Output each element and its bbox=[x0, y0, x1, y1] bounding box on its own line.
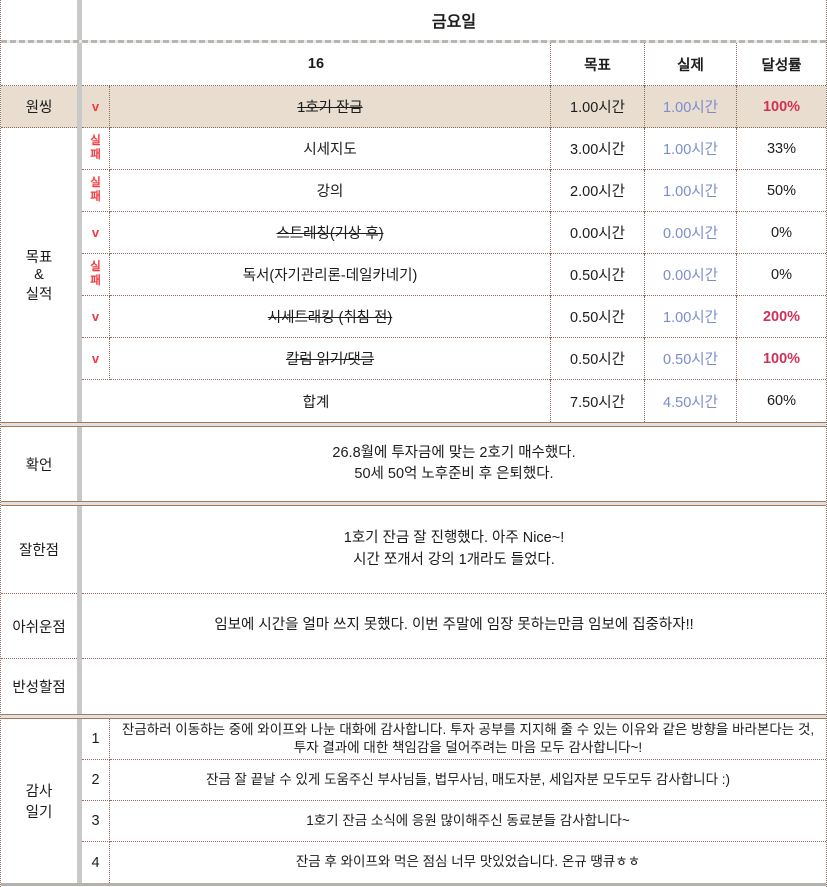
check-cell: 실패 bbox=[82, 170, 110, 212]
gratitude-section: 감사 일기 1 잔금하러 이동하는 중에 와이프와 나눈 대화에 감사합니다. … bbox=[1, 719, 826, 883]
section-separator bbox=[1, 714, 826, 719]
reflection-section: 반성할점 bbox=[1, 659, 826, 714]
goal-hours: 2.00시간 bbox=[550, 170, 644, 212]
goal-hours: 0.50시간 bbox=[550, 296, 644, 338]
section-label-well-done: 잘한점 bbox=[1, 506, 77, 594]
well-done-text: 1호기 잔금 잘 진행했다. 아주 Nice~! 시간 쪼개서 강의 1개라도 … bbox=[82, 506, 826, 594]
check-done-mark: v bbox=[91, 99, 100, 114]
section-label-gratitude: 감사 일기 bbox=[25, 784, 53, 821]
actual-hours: 1.00시간 bbox=[644, 128, 736, 170]
task-name: 칼럼 읽기/댓글 bbox=[110, 338, 550, 380]
check-cell: v bbox=[82, 296, 110, 338]
section-label-one-thing: 원씽 bbox=[1, 86, 77, 128]
section-label-reflection: 반성할점 bbox=[12, 680, 66, 696]
column-header-goal: 목표 bbox=[550, 43, 644, 86]
check-fail-mark: 실패 bbox=[90, 261, 101, 287]
total-actual-hours: 4.50시간 bbox=[644, 380, 736, 422]
regret-section: 아쉬운점 임보에 시간을 얼마 쓰지 못했다. 이번 주말에 임장 못하는만큼 … bbox=[1, 594, 826, 659]
task-name: 독서(자기관리론-데일카네기) bbox=[110, 254, 550, 296]
sheet-bottom-border bbox=[1, 883, 826, 886]
section-label-affirmation: 확언 bbox=[25, 457, 53, 474]
gratitude-entry-number: 2 bbox=[82, 760, 110, 801]
achievement-rate: 33% bbox=[736, 128, 826, 170]
pane-divider-vertical bbox=[77, 719, 82, 883]
pane-divider-vertical bbox=[77, 427, 82, 501]
gratitude-entry-number: 3 bbox=[82, 801, 110, 842]
check-cell: v bbox=[82, 212, 110, 254]
check-fail-mark: 실패 bbox=[90, 135, 101, 161]
pane-divider-vertical bbox=[77, 506, 82, 594]
achievement-rate: 100% bbox=[736, 86, 826, 128]
gratitude-entry-number: 1 bbox=[82, 719, 110, 760]
gratitude-entry-text: 잔금 후 와이프와 먹은 점심 너무 맛있었습니다. 온규 땡큐ㅎㅎ bbox=[295, 854, 641, 870]
section-label-regret: 아쉬운점 bbox=[1, 594, 77, 659]
achievement-rate: 100% bbox=[736, 338, 826, 380]
check-cell: 실패 bbox=[82, 128, 110, 170]
actual-hours: 0.00시간 bbox=[644, 254, 736, 296]
check-done-mark: v bbox=[91, 351, 100, 366]
regret-text: 임보에 시간을 얼마 쓰지 못했다. 이번 주말에 임장 못하는만큼 임보에 집… bbox=[82, 594, 826, 659]
gratitude-entry-number: 4 bbox=[82, 842, 110, 883]
header-divider bbox=[1, 40, 826, 43]
goal-hours: 3.00시간 bbox=[550, 128, 644, 170]
achievement-rate: 0% bbox=[736, 212, 826, 254]
actual-hours: 1.00시간 bbox=[644, 170, 736, 212]
total-achievement-rate: 60% bbox=[736, 380, 826, 422]
achievement-rate: 200% bbox=[736, 296, 826, 338]
pane-divider-vertical bbox=[77, 594, 82, 659]
pane-divider-vertical bbox=[77, 0, 82, 40]
task-name: 시세지도 bbox=[110, 128, 550, 170]
day-header: 금요일 bbox=[1, 0, 826, 40]
date-cell: 16 bbox=[82, 43, 550, 86]
goal-hours: 0.50시간 bbox=[550, 338, 644, 380]
section-separator bbox=[1, 501, 826, 506]
actual-hours: 0.00시간 bbox=[644, 212, 736, 254]
check-cell: v bbox=[82, 86, 110, 128]
affirmation-text: 26.8월에 투자금에 맞는 2호기 매수했다. 50세 50억 노후준비 후 … bbox=[332, 444, 576, 482]
total-goal-hours: 7.50시간 bbox=[550, 380, 644, 422]
check-cell: v bbox=[82, 338, 110, 380]
column-header-rate: 달성률 bbox=[736, 43, 826, 86]
task-name: 1호기 잔금 bbox=[110, 86, 550, 128]
goals-table: 16 목표 실제 달성률 원씽 v 1호기 잔금 1.00시간 1.00시간 1… bbox=[1, 43, 826, 422]
goals-label-spacer bbox=[1, 43, 77, 86]
actual-hours: 0.50시간 bbox=[644, 338, 736, 380]
check-fail-mark: 실패 bbox=[90, 177, 101, 203]
goal-hours: 1.00시간 bbox=[550, 86, 644, 128]
check-done-mark: v bbox=[91, 225, 100, 240]
check-done-mark: v bbox=[91, 309, 100, 324]
achievement-rate: 50% bbox=[736, 170, 826, 212]
section-separator bbox=[1, 422, 826, 427]
reflection-text bbox=[82, 659, 826, 714]
task-name: 강의 bbox=[110, 170, 550, 212]
gratitude-entry-text: 1호기 잔금 소식에 응원 많이해주신 동료분들 감사합니다~ bbox=[110, 801, 826, 842]
gratitude-entry-text: 잔금하러 이동하는 중에 와이프와 나눈 대화에 감사합니다. 투자 공부를 지… bbox=[110, 719, 826, 760]
column-header-actual: 실제 bbox=[644, 43, 736, 86]
actual-hours: 1.00시간 bbox=[644, 296, 736, 338]
achievement-rate: 0% bbox=[736, 254, 826, 296]
goal-hours: 0.50시간 bbox=[550, 254, 644, 296]
actual-hours: 1.00시간 bbox=[644, 86, 736, 128]
pane-divider-vertical bbox=[77, 659, 82, 714]
pane-divider-vertical bbox=[77, 43, 82, 422]
task-name: 시세트래킹 (취침 전) bbox=[110, 296, 550, 338]
check-cell: 실패 bbox=[82, 254, 110, 296]
goal-hours: 0.00시간 bbox=[550, 212, 644, 254]
well-done-section: 잘한점 1호기 잔금 잘 진행했다. 아주 Nice~! 시간 쪼개서 강의 1… bbox=[1, 506, 826, 594]
task-name: 스트레칭(기상 후) bbox=[110, 212, 550, 254]
gratitude-entry-text: 잔금 잘 끝날 수 있게 도움주신 부사님들, 법무사님, 매도자분, 세입자분… bbox=[110, 760, 826, 801]
day-title: 금요일 bbox=[431, 14, 477, 31]
affirmation-section: 확언 26.8월에 투자금에 맞는 2호기 매수했다. 50세 50억 노후준비… bbox=[1, 427, 826, 501]
section-label-goals-results: 목표 & 실적 bbox=[25, 250, 53, 303]
day-header-corner bbox=[1, 0, 77, 40]
total-label: 합계 bbox=[302, 394, 330, 411]
